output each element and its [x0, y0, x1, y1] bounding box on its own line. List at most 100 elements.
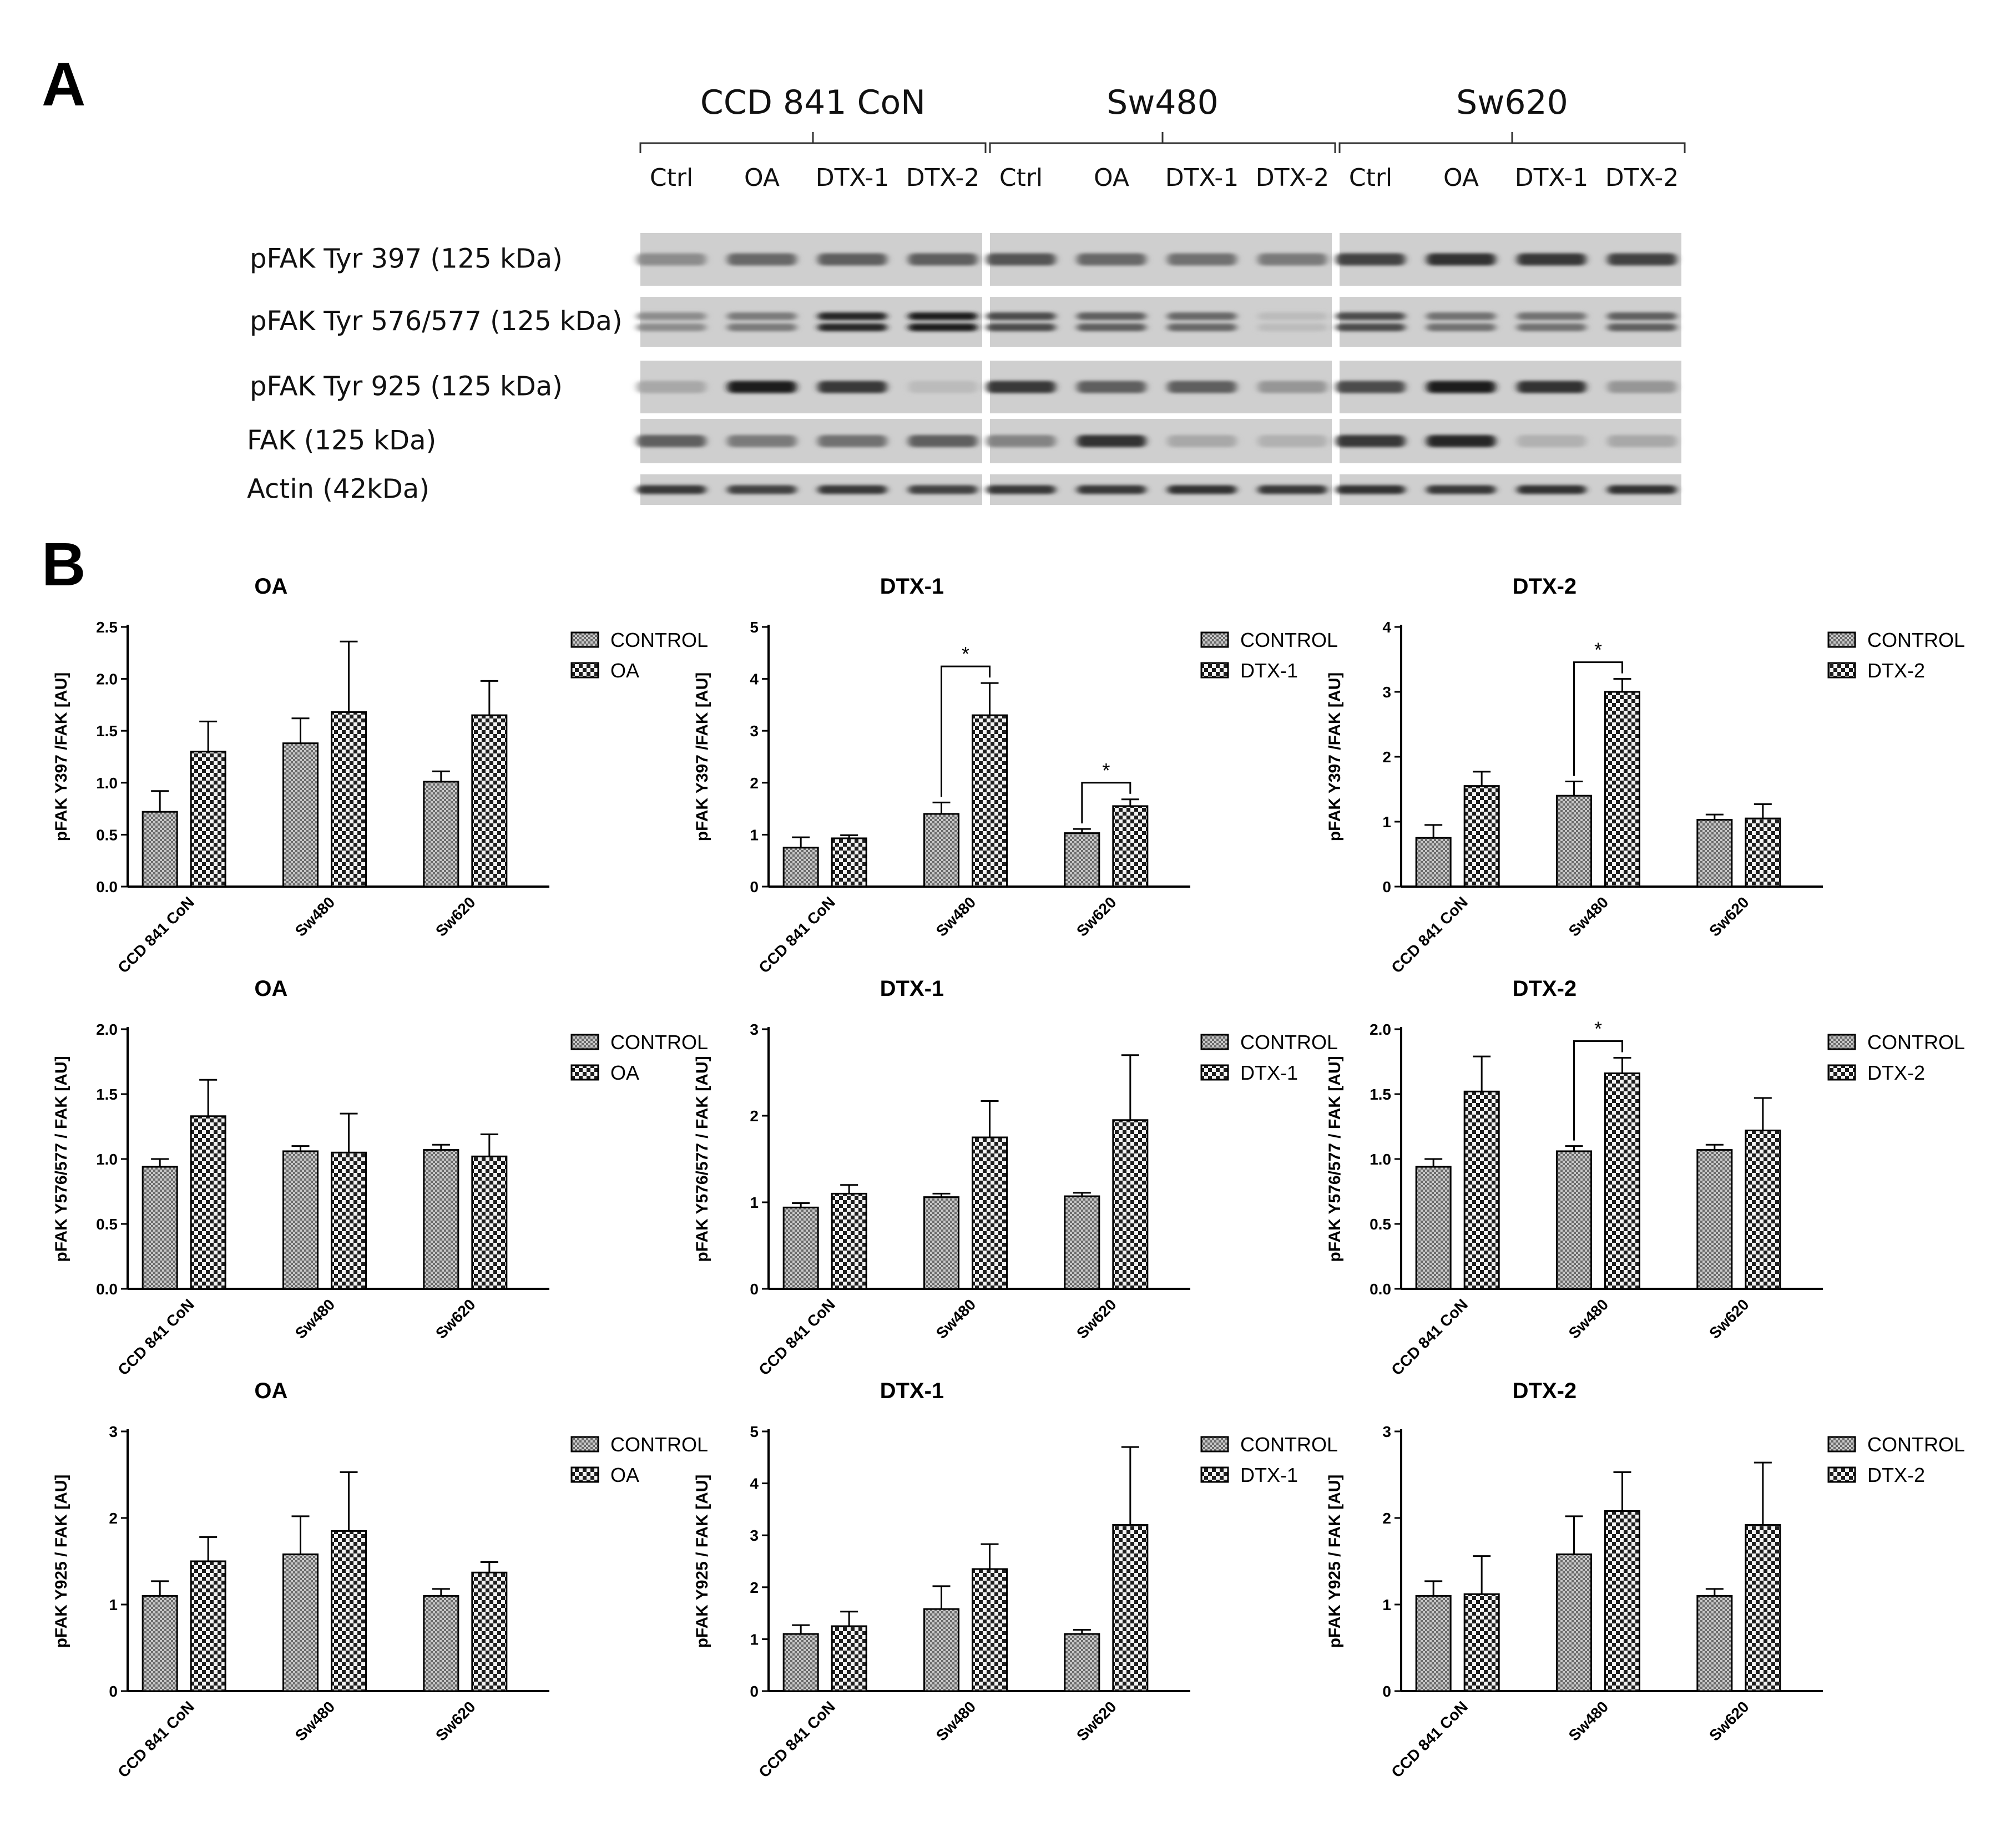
- y-tick-label: 3: [1382, 1423, 1391, 1440]
- bar-treatment: [471, 714, 508, 888]
- bar-treatment: [1745, 1524, 1781, 1692]
- bar-chart: OA pFAK Y925 / FAK [AU] 0 1 2 3 CCD 841 CoN Sw4…: [52, 1379, 708, 1781]
- chart-title: DTX-2: [1513, 1379, 1577, 1403]
- bar-control: [423, 1595, 459, 1692]
- blot-strip: [986, 361, 1332, 413]
- bar-control: [1696, 1595, 1733, 1692]
- bar-control: [1556, 1150, 1592, 1290]
- bar-treatment: [1112, 1524, 1149, 1692]
- blot-band: [986, 435, 1056, 447]
- y-tick-label: 0: [1382, 1683, 1391, 1700]
- chart-title: OA: [254, 574, 287, 599]
- bar-treatment: [331, 1530, 367, 1692]
- blot-band: [1607, 312, 1677, 320]
- blot-group-label: Sw620: [1456, 83, 1568, 122]
- x-tick-label: Sw480: [933, 893, 979, 940]
- bar-treatment: [972, 1136, 1008, 1290]
- bar-treatment: [1112, 1119, 1149, 1290]
- significance-marker: *: [1594, 1017, 1602, 1040]
- blot-strip-background: [1340, 297, 1681, 347]
- chart-legend: CONTROL DTX-2: [1827, 629, 1965, 682]
- bar-treatment: [190, 1560, 226, 1692]
- x-tick-label: Sw620: [1073, 893, 1120, 940]
- legend-swatch-control: [570, 1436, 599, 1453]
- legend-label: DTX-1: [1240, 659, 1298, 682]
- chart-legend: CONTROL DTX-1: [1200, 1433, 1338, 1486]
- blot-band: [1607, 381, 1677, 393]
- y-tick-label: 3: [109, 1423, 118, 1440]
- blot-band: [1607, 253, 1677, 266]
- bar-control: [282, 742, 319, 888]
- y-tick-label: 1: [109, 1596, 118, 1613]
- blot-band: [727, 323, 797, 331]
- blot-band: [1077, 253, 1146, 266]
- y-tick-label: 1: [1382, 1596, 1391, 1613]
- legend-label: CONTROL: [1867, 1433, 1965, 1456]
- y-tick-label: 0: [1382, 878, 1391, 895]
- legend-label: OA: [610, 1464, 639, 1486]
- blot-band: [1426, 435, 1496, 447]
- bar-control: [1415, 1166, 1452, 1290]
- x-tick-label: Sw620: [1706, 893, 1752, 940]
- blot-row-label: pFAK Tyr 576/577 (125 kDa): [250, 306, 623, 337]
- blot-band: [817, 435, 887, 447]
- blot-band: [1517, 312, 1586, 320]
- y-tick-label: 2: [109, 1510, 118, 1527]
- blot-band: [1607, 435, 1677, 447]
- y-tick-label: 1: [750, 826, 759, 843]
- blot-group-label: CCD 841 CoN: [700, 83, 926, 122]
- blot-lane-label: DTX-1: [816, 164, 890, 192]
- legend-swatch-control: [570, 1034, 599, 1050]
- chart-title: DTX-1: [880, 976, 944, 1001]
- y-tick-label: 0: [109, 1683, 118, 1700]
- panel-a-letter: A: [42, 50, 85, 119]
- x-tick-label: Sw620: [1073, 1295, 1120, 1342]
- bar-control: [282, 1553, 319, 1692]
- legend-label: CONTROL: [1867, 629, 1965, 651]
- bar-treatment: [331, 711, 367, 888]
- blot-band: [1077, 323, 1146, 331]
- blot-band: [727, 312, 797, 320]
- blot-band: [1607, 485, 1677, 494]
- blot-band: [1167, 485, 1237, 494]
- chart-title: DTX-1: [880, 574, 944, 599]
- y-tick-label: 1.0: [96, 775, 118, 792]
- x-tick-label: Sw480: [1565, 1295, 1612, 1342]
- bar-treatment: [1604, 1510, 1640, 1692]
- blot-band: [1517, 485, 1586, 494]
- legend-label: DTX-2: [1867, 1464, 1925, 1486]
- significance-bracket: [1573, 1040, 1623, 1141]
- bar-control: [1064, 832, 1100, 888]
- panel-b-letter: B: [42, 530, 85, 599]
- blot-band: [908, 485, 978, 494]
- y-axis-label: pFAK Y925 / FAK [AU]: [1326, 1475, 1344, 1648]
- y-tick-label: 2.5: [96, 619, 118, 636]
- blot-band: [727, 253, 797, 266]
- blot-band: [817, 312, 887, 320]
- legend-swatch-control: [1200, 1034, 1229, 1050]
- y-tick-label: 0.5: [96, 1216, 118, 1233]
- bar-chart: DTX-1 pFAK Y576/577 / FAK [AU] 0 1 2 3 CCD 841…: [693, 976, 1338, 1379]
- y-tick-label: 2.0: [1370, 1021, 1391, 1038]
- blot-lane-label: DTX-1: [1515, 164, 1589, 192]
- blot-band: [1077, 312, 1146, 320]
- bar-treatment: [471, 1571, 508, 1692]
- bar-treatment: [1463, 785, 1500, 888]
- bar-control: [782, 847, 819, 888]
- bar-treatment: [1745, 1130, 1781, 1290]
- legend-label: CONTROL: [610, 1433, 708, 1456]
- blot-band: [727, 381, 797, 393]
- significance-marker: *: [1102, 759, 1110, 782]
- panel-a-western-blot: A CCD 841 CoN Sw480 Sw620 Ctrl OA DTX-1 DTX-2…: [42, 50, 1686, 505]
- bar-chart: OA pFAK Y576/577 / FAK [AU] 0.0 0.5 1.0 1.5 2.…: [52, 976, 708, 1379]
- y-axis-label: pFAK Y576/577 / FAK [AU]: [1326, 1056, 1344, 1262]
- blot-band: [1336, 381, 1406, 393]
- legend-label: DTX-2: [1867, 659, 1925, 682]
- blot-band: [1426, 485, 1496, 494]
- blot-strip: [636, 419, 982, 463]
- blot-band: [1077, 485, 1146, 494]
- blot-lane-label: OA: [1094, 164, 1129, 192]
- blot-row-label: pFAK Tyr 397 (125 kDa): [250, 244, 563, 275]
- bar-control: [1556, 794, 1592, 888]
